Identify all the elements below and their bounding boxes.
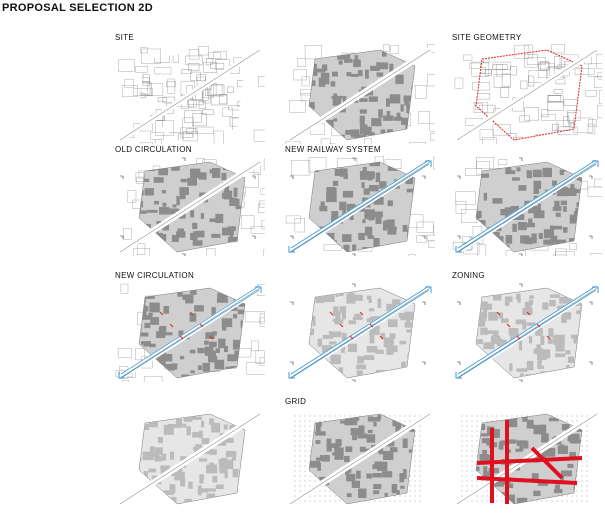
page-title: PROPOSAL SELECTION 2D <box>2 2 153 14</box>
panel-label: NEW CIRCULATION <box>115 271 195 280</box>
panel-label: OLD CIRCULATION <box>115 145 192 154</box>
site-map <box>118 411 262 507</box>
panel-label: NEW RAILWAY SYSTEM <box>285 145 381 154</box>
site-map <box>455 283 599 382</box>
site-map <box>288 283 432 382</box>
panel-label: SITE GEOMETRY <box>452 33 522 42</box>
panel-label: ZONING <box>452 271 485 280</box>
site-map <box>118 157 265 256</box>
site-map <box>285 156 435 256</box>
site-map <box>452 156 602 256</box>
site-map <box>285 44 435 144</box>
site-map <box>115 283 265 382</box>
site-map <box>454 44 602 144</box>
panel-label: SITE <box>115 33 134 42</box>
site-map <box>118 46 265 144</box>
panel-label: GRID <box>285 397 307 406</box>
site-map <box>288 411 432 507</box>
site-map <box>455 411 599 507</box>
